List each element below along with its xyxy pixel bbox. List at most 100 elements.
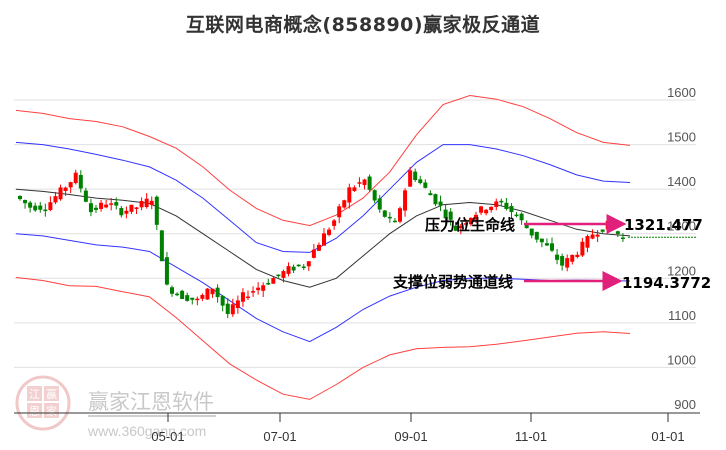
candle [468,217,473,225]
candle [382,210,387,217]
candle [164,257,169,285]
candle [580,241,585,256]
candle [413,171,418,181]
resistance-label: 压力位生命线 [425,216,515,234]
candle [504,202,509,209]
candle [509,206,514,212]
candle [99,202,104,209]
y-tick-label: 900 [674,397,696,412]
candle [33,205,38,211]
candle [560,256,565,266]
candle [18,195,22,200]
seal-char: 恩 [29,405,40,418]
candle [585,236,590,248]
seal-char: 赢 [46,387,57,401]
x-tick-label: 01-01 [651,429,684,444]
candle [620,237,625,239]
candle [134,207,139,209]
band-line-outer_lower_red [15,277,631,400]
support-label: 支撑位弱势通道线 [392,273,513,291]
candle [484,209,489,214]
candle [448,211,453,220]
candle [205,288,210,300]
candle [175,293,180,296]
candle [377,198,382,210]
candle [215,287,220,298]
candle [352,187,357,191]
band-line-inner_lower_blue [15,233,631,343]
resistance-value: 1321.477 [624,216,703,234]
y-tick-label: 1200 [667,263,696,278]
seal-char: 家 [46,404,57,418]
x-tick-label: 07-01 [263,429,296,444]
watermark: 江 赢 恩 家 赢家江恩软件 www.360gann.com [15,375,216,439]
candle [114,202,119,206]
candle [539,238,544,243]
candle [291,266,296,271]
candle [251,291,256,293]
candle [489,206,494,211]
candle [316,244,321,251]
annotations: 压力位生命线 1321.477 支撑位弱势通道线 1194.3772 [392,214,711,292]
candle [104,204,109,208]
candle [83,190,88,202]
candle [428,193,433,196]
x-tick-label: 05-01 [151,429,184,444]
candle [149,200,154,205]
candle [159,230,164,262]
candle [200,295,205,299]
candle [73,172,78,184]
y-tick-label: 1500 [667,130,696,145]
candle [524,225,529,229]
candle [347,187,352,203]
candle [271,278,276,284]
candle [357,182,362,184]
y-tick-label: 1400 [667,174,696,189]
candle [534,231,539,240]
candle [590,234,595,239]
candle [185,295,190,301]
candle [423,182,428,188]
seal-char: 江 [29,388,40,401]
y-tick-label: 1000 [667,352,696,367]
candle [235,300,240,309]
candle [529,228,534,236]
candle [58,187,63,200]
band-line-outer_upper_red [15,94,631,227]
candle [372,190,377,201]
candle [438,201,443,206]
candle [276,274,281,277]
candle [322,233,326,246]
x-tick-label: 11-01 [515,429,547,444]
y-tick-label: 1600 [667,85,696,100]
candle [281,271,286,278]
candle [129,204,134,212]
candle [514,214,519,217]
candle [443,209,448,219]
candle [94,207,98,210]
gridlines [14,99,696,368]
candle [109,203,114,205]
candle [306,261,311,267]
candle [230,304,235,315]
candle [240,292,245,302]
candle [301,266,306,269]
candle [63,187,68,192]
candle [43,209,48,212]
candlesticks [18,167,625,319]
candle [362,179,367,186]
watermark-brand: 赢家江恩软件 [88,390,214,414]
candle [550,243,554,251]
candle [119,208,124,216]
candle [494,201,499,207]
candle [38,205,43,210]
candle [398,208,402,222]
candle [261,285,266,291]
support-value: 1194.3772 [622,274,711,292]
candle [195,298,200,301]
candle [600,229,605,232]
candle [332,220,337,226]
chart-title: 互联网电商概念(858890)赢家极反通道 [185,14,541,36]
candle [48,202,53,211]
